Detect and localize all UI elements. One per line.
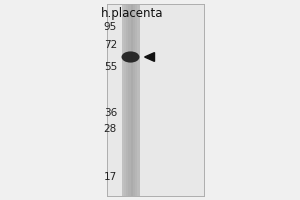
Text: 95: 95 bbox=[104, 22, 117, 32]
Polygon shape bbox=[145, 53, 154, 61]
Bar bbox=[133, 4, 135, 196]
Bar bbox=[122, 4, 124, 196]
Bar bbox=[126, 4, 128, 196]
Text: 72: 72 bbox=[104, 40, 117, 50]
Text: 17: 17 bbox=[104, 172, 117, 182]
Text: 36: 36 bbox=[104, 108, 117, 118]
Text: h.placenta: h.placenta bbox=[101, 7, 163, 20]
Bar bbox=[130, 4, 133, 196]
Ellipse shape bbox=[122, 51, 140, 63]
Bar bbox=[135, 4, 137, 196]
Bar bbox=[106, 4, 204, 196]
Bar bbox=[128, 4, 130, 196]
Bar bbox=[124, 4, 126, 196]
Text: 55: 55 bbox=[104, 62, 117, 72]
Text: 28: 28 bbox=[104, 124, 117, 134]
Bar bbox=[137, 4, 140, 196]
